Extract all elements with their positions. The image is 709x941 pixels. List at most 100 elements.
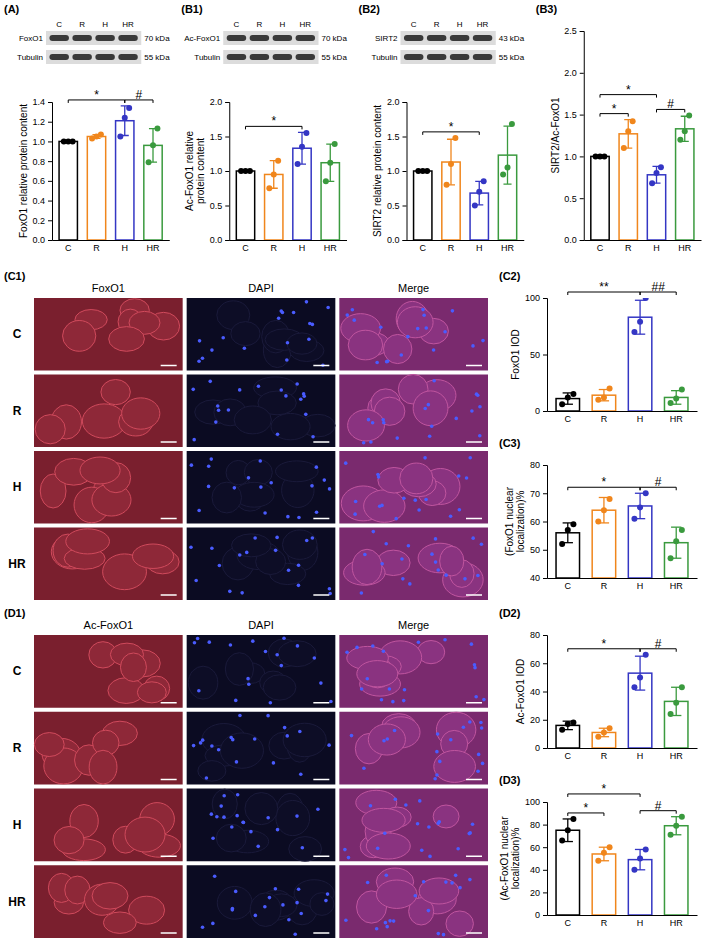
blot-band: [227, 35, 247, 41]
nucleus: [481, 762, 485, 766]
nucleus: [215, 815, 219, 819]
data-point: [658, 164, 664, 170]
y-tick-mark: [48, 122, 52, 123]
x-tick-label: H: [637, 414, 644, 424]
y-tick-label: 80: [530, 820, 540, 830]
nucleus: [191, 388, 195, 392]
blot-band: [427, 35, 447, 41]
nucleus: [360, 687, 364, 691]
y-tick: 60: [530, 659, 547, 669]
nucleus: [407, 544, 411, 548]
bar: [498, 155, 516, 240]
nucleus: [249, 830, 253, 834]
data-point: [595, 734, 601, 740]
nucleus: [263, 905, 267, 909]
blot-band: [72, 54, 92, 60]
y-tick-label: 1.0: [210, 166, 223, 176]
y-tick-mark: [580, 156, 584, 157]
data-point: [679, 684, 685, 690]
column-header: DAPI: [248, 619, 274, 631]
y-tick-label: 2.0: [210, 97, 223, 107]
y-tick-label: 0.6: [32, 176, 45, 186]
plot: 050100CRHHRFoxO1 IOD**##: [510, 280, 697, 424]
micrograph-image: [187, 528, 336, 601]
x-tick-label: H: [637, 581, 644, 591]
nucleus: [456, 847, 460, 851]
data-point: [679, 527, 685, 533]
nucleus: [478, 405, 482, 409]
nucleus: [276, 432, 280, 436]
nucleus: [276, 828, 280, 832]
y-tick-mark: [403, 206, 407, 207]
nucleus: [421, 308, 425, 312]
scale-bar: [466, 932, 482, 934]
significance-label: #: [655, 637, 662, 651]
nucleus: [416, 327, 420, 331]
y-tick-label: 80: [530, 630, 540, 640]
blot-size-label: 70 kDa: [322, 34, 348, 43]
lane-label: H: [102, 20, 108, 29]
y-tick-mark: [543, 355, 547, 356]
nucleus: [198, 339, 202, 343]
marks: [556, 490, 688, 578]
data-point: [595, 397, 601, 403]
nucleus: [436, 932, 440, 936]
nucleus: [394, 797, 398, 801]
data-point: [559, 401, 565, 407]
y-tick: 20: [530, 888, 547, 898]
muscle-fiber: [400, 463, 433, 494]
y-tick-mark: [543, 635, 547, 636]
nucleus: [430, 424, 434, 428]
nucleus: [238, 553, 242, 557]
data-point: [452, 135, 458, 141]
significance-label: *: [626, 83, 631, 97]
bar: [59, 141, 77, 240]
error-bar: [624, 120, 632, 148]
image-background: [339, 298, 488, 371]
nucleus: [213, 874, 217, 878]
y-tick: 1.5: [387, 132, 407, 142]
nucleus: [326, 306, 330, 310]
nucleus: [345, 313, 349, 317]
x-tick: H: [476, 240, 483, 253]
nucleus: [436, 822, 440, 826]
nucleus: [471, 822, 475, 826]
panel-label: (C1): [4, 270, 26, 282]
nucleus: [385, 925, 389, 929]
lane-label: R: [257, 20, 263, 29]
nucleus: [382, 739, 386, 743]
blot-strip: [401, 31, 496, 45]
muscle-fiber: [63, 321, 96, 352]
nucleus: [371, 530, 375, 534]
nucleus: [388, 687, 392, 691]
x-axis: CRHHR: [407, 240, 524, 253]
y-axis: 0.00.51.01.52.0: [210, 97, 230, 245]
nucleus: [392, 919, 396, 923]
nucleus: [222, 794, 226, 798]
data-point: [565, 527, 571, 533]
nucleus: [256, 845, 260, 849]
nucleus: [328, 587, 332, 591]
micrograph-image: [34, 789, 183, 862]
nucleus: [442, 933, 446, 937]
blot-protein-label: Tubulin: [17, 53, 43, 62]
y-tick: 50: [530, 545, 547, 555]
y-axis-line: [48, 103, 53, 241]
y-axis: 020406080100: [525, 797, 548, 920]
y-axis: 020406080: [530, 630, 548, 753]
panel-label: (B3): [536, 3, 558, 15]
data-point: [332, 141, 338, 147]
y-tick-mark: [543, 411, 547, 412]
y-tick-mark: [225, 206, 229, 207]
data-point: [637, 674, 643, 680]
y-tick-mark: [48, 240, 52, 241]
blot-protein-label: Tubulin: [372, 53, 398, 62]
y-tick-label: 100: [525, 293, 540, 303]
marks: [556, 814, 688, 915]
nucleus: [322, 478, 326, 482]
y-axis-title: FoxO1 relative protein content: [18, 104, 29, 238]
image-background: [339, 789, 488, 862]
nucleus: [393, 729, 397, 733]
x-tick: HR: [670, 748, 683, 761]
nucleus: [210, 546, 214, 550]
